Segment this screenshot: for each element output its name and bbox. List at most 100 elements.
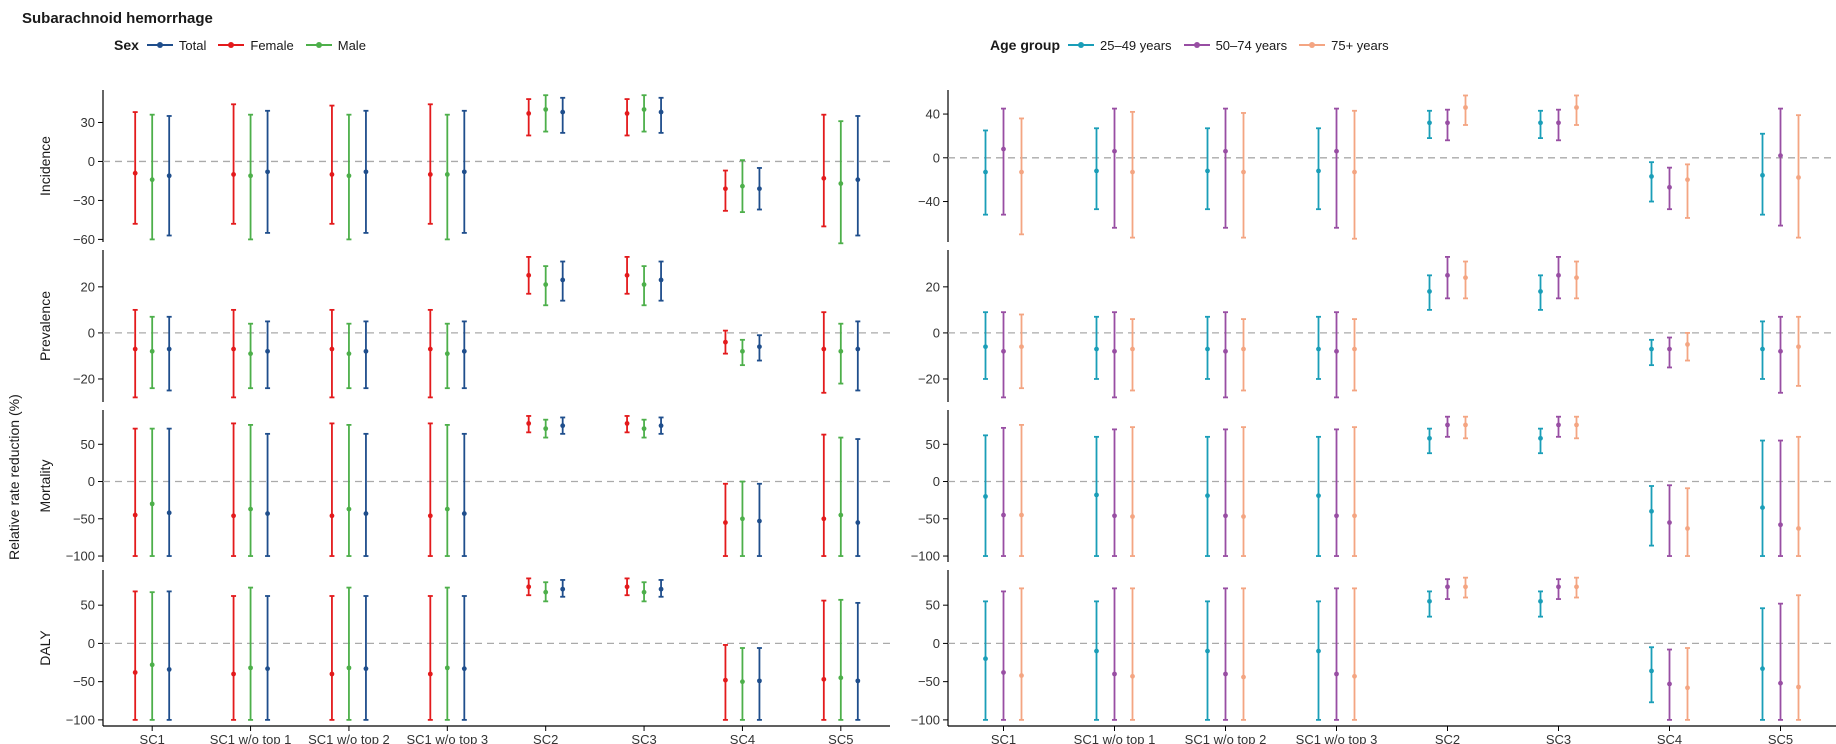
- error-bar: [1538, 590, 1543, 618]
- error-bar: [265, 320, 271, 390]
- point-estimate: [1205, 493, 1210, 499]
- error-bar: [658, 416, 664, 435]
- error-bar: [1223, 311, 1228, 399]
- point-estimate: [248, 506, 253, 512]
- point-estimate: [132, 346, 138, 352]
- point-estimate: [461, 348, 467, 354]
- point-estimate: [149, 177, 155, 183]
- legend-sex: Sex Total Female Male: [114, 37, 378, 53]
- point-estimate: [1316, 168, 1321, 174]
- error-bar: [427, 308, 433, 399]
- error-bar: [1205, 435, 1210, 557]
- point-estimate: [526, 584, 532, 590]
- legend-item: 75+ years: [1299, 38, 1389, 53]
- legend-item: Male: [305, 38, 366, 53]
- point-estimate: [1019, 512, 1024, 518]
- error-bar: [1796, 594, 1801, 721]
- error-bar: [1001, 107, 1006, 216]
- point-estimate: [543, 107, 549, 112]
- point-estimate: [1130, 673, 1135, 679]
- x-tick-label: SC2: [1435, 732, 1460, 744]
- error-bar: [1667, 336, 1672, 369]
- error-bar: [1130, 587, 1135, 721]
- point-estimate: [1574, 275, 1579, 281]
- point-estimate: [1001, 146, 1006, 152]
- point-estimate: [838, 512, 844, 518]
- point-estimate: [1463, 275, 1468, 281]
- legend-label: Female: [250, 37, 294, 53]
- legend-key: [305, 39, 332, 51]
- point-estimate: [1427, 289, 1432, 294]
- point-estimate: [1796, 526, 1801, 531]
- error-bar: [658, 260, 664, 302]
- x-tick-label: SC1 w/o top 2: [1185, 732, 1267, 744]
- error-bar: [1427, 274, 1432, 311]
- point-estimate: [526, 110, 532, 116]
- error-bar: [624, 415, 630, 434]
- point-estimate: [444, 506, 450, 512]
- point-estimate: [740, 516, 745, 522]
- point-estimate: [821, 676, 827, 682]
- error-bar: [1001, 311, 1006, 399]
- error-bar: [248, 113, 254, 241]
- y-tick-label: 50: [926, 437, 940, 452]
- error-bar: [1112, 107, 1117, 229]
- y-tick-label: −30: [73, 193, 95, 208]
- point-estimate: [1667, 346, 1672, 352]
- error-bar: [1223, 587, 1228, 721]
- error-bar: [560, 96, 566, 134]
- error-bar: [1685, 487, 1690, 557]
- error-bar: [624, 98, 630, 137]
- x-tick-label: SC1: [140, 732, 165, 744]
- error-bar: [739, 647, 745, 721]
- point-estimate: [641, 282, 647, 287]
- error-bar: [838, 598, 844, 721]
- error-bar: [526, 415, 532, 434]
- y-tick-label: 50: [81, 598, 95, 613]
- error-bar: [756, 334, 762, 362]
- error-bar: [1334, 428, 1339, 557]
- point-estimate: [1241, 674, 1246, 680]
- metric-label-prevalence: Prevalence: [37, 291, 53, 361]
- error-bar: [983, 311, 988, 380]
- point-estimate: [1001, 670, 1006, 675]
- error-bar: [461, 432, 467, 557]
- error-bar: [1796, 315, 1801, 387]
- error-bar: [722, 644, 728, 721]
- point-estimate: [983, 494, 988, 499]
- error-bar: [461, 320, 467, 390]
- point-estimate: [265, 348, 270, 354]
- error-bar: [1649, 485, 1654, 547]
- point-estimate: [1445, 272, 1450, 278]
- point-estimate: [1649, 346, 1654, 352]
- error-bar: [855, 601, 861, 721]
- point-estimate: [363, 666, 369, 672]
- error-bar: [1019, 117, 1024, 236]
- x-tick-label: SC1: [991, 732, 1016, 744]
- point-estimate: [149, 501, 155, 507]
- point-estimate: [855, 678, 861, 684]
- point-estimate: [329, 346, 335, 352]
- point-estimate: [723, 339, 728, 345]
- y-tick-label: −50: [918, 674, 940, 689]
- point-estimate: [543, 589, 549, 595]
- y-tick-label: −100: [66, 712, 95, 727]
- error-bar: [461, 109, 467, 234]
- point-estimate: [821, 346, 827, 352]
- point-estimate: [560, 277, 566, 283]
- point-estimate: [444, 172, 450, 177]
- error-bar: [658, 96, 664, 134]
- error-bar: [1112, 311, 1117, 399]
- point-estimate: [248, 351, 253, 357]
- point-estimate: [363, 511, 369, 516]
- error-bar: [739, 480, 745, 557]
- point-estimate: [1316, 493, 1321, 499]
- error-bar: [838, 322, 844, 385]
- error-bar: [1445, 256, 1450, 300]
- point-estimate: [231, 346, 236, 352]
- point-estimate: [740, 679, 745, 685]
- legend-item: Total: [146, 38, 206, 53]
- point-estimate: [461, 511, 467, 516]
- point-estimate: [855, 346, 861, 352]
